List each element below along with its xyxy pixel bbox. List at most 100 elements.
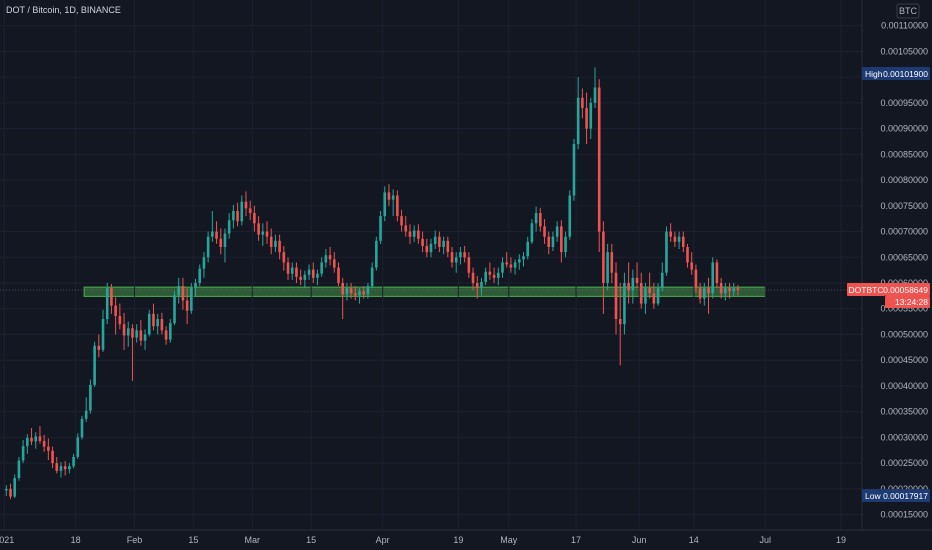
candle-body <box>80 418 84 438</box>
candle-body <box>686 246 689 263</box>
candle <box>147 309 151 337</box>
candle <box>446 236 450 258</box>
candle <box>576 77 580 150</box>
candle <box>84 397 88 422</box>
candle-body <box>248 208 252 214</box>
candle-body <box>404 225 408 232</box>
candle-body <box>375 240 378 268</box>
candle-body <box>59 466 63 471</box>
candle-body <box>63 466 67 470</box>
candle <box>97 334 101 358</box>
candle-body <box>480 281 483 289</box>
y-tick-label: 0.00075000 <box>880 201 928 211</box>
candle <box>652 283 656 309</box>
candle <box>160 312 164 335</box>
candle-body <box>412 230 416 237</box>
candle <box>429 238 433 258</box>
candle-body <box>274 240 277 247</box>
candle-body <box>47 446 50 451</box>
candle <box>438 231 441 253</box>
candle <box>539 207 542 232</box>
currency-badge[interactable]: BTC <box>896 3 920 19</box>
candle <box>324 249 328 268</box>
candle <box>589 97 593 139</box>
y-tick-label: 0.00030000 <box>880 432 928 442</box>
candle-body <box>278 240 281 253</box>
candle-body <box>459 252 462 258</box>
candle-body <box>400 216 403 226</box>
candle <box>185 288 189 325</box>
candle <box>644 283 647 314</box>
candle <box>110 284 113 314</box>
candle-body <box>526 241 530 257</box>
high-value: 0.00101900 <box>883 69 928 79</box>
candle <box>311 262 315 284</box>
candle-body <box>425 245 429 253</box>
candle-body <box>396 195 399 217</box>
candle <box>253 205 256 232</box>
candle <box>114 297 117 335</box>
candle-body <box>648 288 651 294</box>
x-tick-label: Mar <box>245 535 261 545</box>
y-tick-label: 0.00025000 <box>880 458 928 468</box>
y-tick-label: 0.00065000 <box>880 252 928 262</box>
candle <box>156 313 159 335</box>
candle-body <box>711 262 715 294</box>
candle <box>13 474 17 499</box>
candle-body <box>261 231 265 235</box>
y-tick-label: 0.00080000 <box>880 175 928 185</box>
candle-body <box>139 330 143 341</box>
candle <box>454 252 458 273</box>
candle <box>450 246 454 268</box>
candle-body <box>202 257 206 269</box>
candle-body <box>509 264 513 268</box>
candle <box>509 257 513 273</box>
candle-body <box>581 97 584 109</box>
candle-body <box>26 437 29 447</box>
candle-body <box>328 255 332 260</box>
candle-body <box>17 460 21 479</box>
candle-body <box>522 256 525 260</box>
candle <box>690 252 694 275</box>
candle <box>610 243 614 284</box>
candle <box>593 67 597 109</box>
candle <box>488 262 492 280</box>
candle <box>694 264 698 294</box>
candle-body <box>379 216 382 241</box>
candle-body <box>324 255 328 263</box>
candle-body <box>724 288 727 294</box>
candle <box>181 277 185 310</box>
candle <box>366 283 370 299</box>
last-price-value: 0.00058649 <box>883 285 928 295</box>
candle-body <box>673 236 677 242</box>
candle <box>677 231 681 250</box>
candle <box>244 191 248 217</box>
candle <box>42 434 46 452</box>
candle-body <box>492 274 496 278</box>
candle <box>17 456 21 481</box>
candle-body <box>30 437 33 442</box>
candle <box>34 432 38 449</box>
candle-body <box>551 236 555 247</box>
candle-body <box>656 288 660 304</box>
candle <box>173 291 176 326</box>
low-marker: Low 0.00017917 <box>862 489 930 502</box>
candle <box>501 257 504 278</box>
candle-body <box>282 252 286 263</box>
symbol-tag: DOTBTC <box>849 285 884 295</box>
candle <box>698 283 702 304</box>
candle <box>669 223 672 242</box>
candle-body <box>543 226 546 237</box>
candle-body <box>450 252 454 263</box>
candle <box>295 262 298 284</box>
candle-body <box>93 345 96 385</box>
candle <box>278 234 281 260</box>
candle <box>648 272 651 299</box>
candle <box>177 277 181 304</box>
candle-body <box>652 293 656 304</box>
candle <box>442 236 445 255</box>
candle-body <box>223 233 227 247</box>
candle-body <box>513 262 517 268</box>
candle <box>194 278 197 297</box>
